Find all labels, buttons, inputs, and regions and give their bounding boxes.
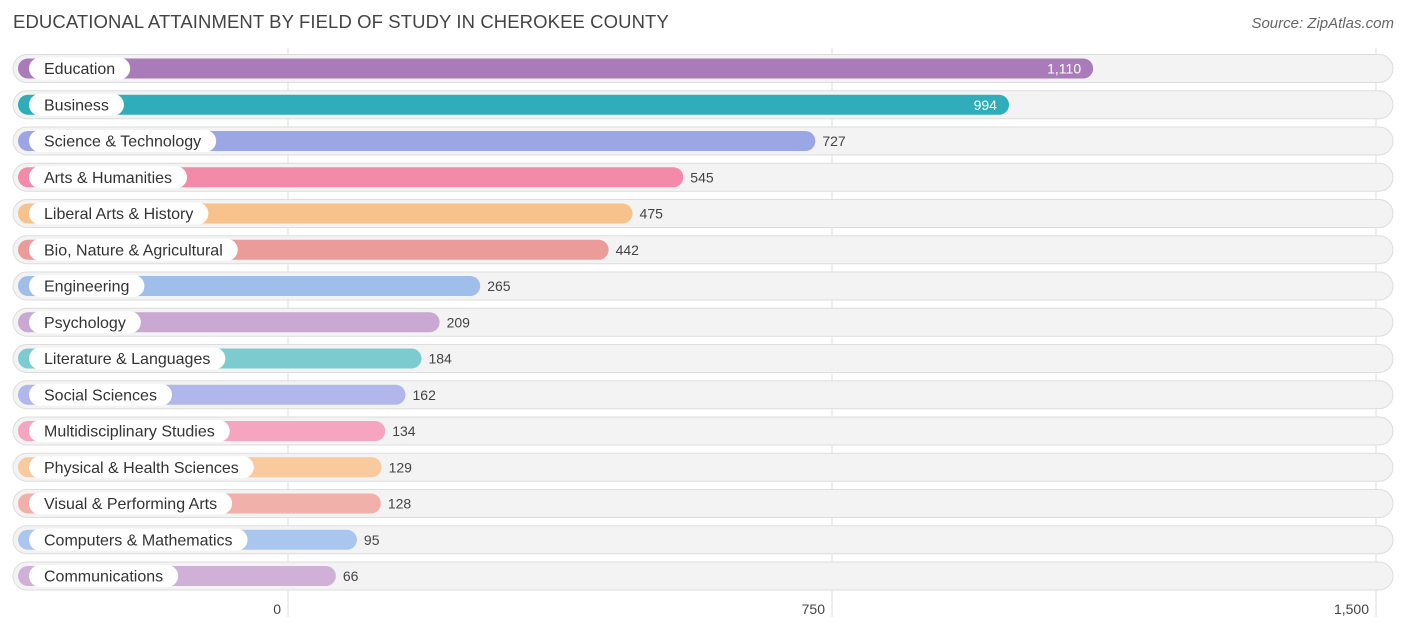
- x-tick-label: 750: [802, 601, 826, 617]
- value-label: 66: [343, 568, 359, 584]
- value-label: 545: [690, 169, 714, 185]
- value-label: 442: [616, 242, 640, 258]
- bar-track: [12, 561, 1394, 591]
- bar-row: Engineering 265: [12, 271, 1394, 301]
- category-label: Communications: [44, 569, 163, 586]
- bar: [18, 94, 1009, 115]
- category-label-pill: [29, 202, 209, 225]
- bar-row: Arts & Humanities 545: [12, 162, 1394, 192]
- bar-row: Physical & Health Sciences 129: [12, 452, 1394, 482]
- category-label: Literature & Languages: [44, 351, 210, 368]
- category-label: Visual & Performing Arts: [44, 496, 217, 513]
- value-label: 994: [974, 97, 998, 113]
- value-label: 727: [822, 133, 846, 149]
- bar-track: [12, 525, 1394, 555]
- bar: [18, 131, 816, 151]
- bar-row: Computers & Mathematics 95: [12, 525, 1394, 555]
- value-label: 1,110: [1047, 61, 1081, 77]
- category-label-pill: [29, 275, 145, 297]
- bar-row: Literature & Languages 184: [12, 344, 1394, 373]
- x-tick-label: 1,500: [1334, 601, 1369, 617]
- category-label: Bio, Nature & Agricultural: [44, 242, 223, 259]
- category-label-pill: [29, 383, 172, 406]
- bar-row: Business 994: [12, 90, 1394, 120]
- x-tick-label: 0: [273, 601, 281, 617]
- bar-row: Social Sciences 162: [12, 380, 1394, 410]
- category-label: Arts & Humanities: [44, 170, 172, 187]
- value-label: 184: [428, 351, 452, 367]
- category-label: Multidisciplinary Studies: [44, 424, 215, 441]
- value-label: 265: [487, 278, 511, 294]
- category-label: Social Sciences: [44, 387, 157, 404]
- category-label: Psychology: [44, 315, 126, 332]
- category-label-pill: [29, 93, 124, 116]
- value-label: 209: [447, 314, 471, 330]
- category-label-pill: [29, 57, 131, 80]
- category-label-pill: [29, 130, 217, 152]
- x-axis-ticks: 0 750 1,500: [273, 601, 1369, 617]
- category-label: Engineering: [44, 279, 129, 296]
- category-label-pill: [29, 420, 230, 442]
- value-label: 95: [364, 532, 380, 548]
- category-label-pill: [29, 456, 254, 479]
- bar-row: Communications 66: [12, 561, 1394, 591]
- category-label-pill: [29, 528, 248, 551]
- category-label: Science & Technology: [44, 134, 201, 151]
- category-label-pill: [29, 311, 141, 334]
- category-label: Computers & Mathematics: [44, 532, 233, 549]
- bar: [18, 58, 1094, 79]
- chart-title: EDUCATIONAL ATTAINMENT BY FIELD OF STUDY…: [13, 11, 669, 32]
- bar-row: Visual & Performing Arts 128: [12, 489, 1394, 518]
- bar-rows: Education 1,110 Business 994 Science & Techn…: [12, 54, 1394, 591]
- value-label: 128: [388, 496, 412, 512]
- category-label: Business: [44, 97, 109, 114]
- category-label-pill: [29, 347, 226, 370]
- category-label-pill: [29, 238, 238, 261]
- source-credit: Source: ZipAtlas.com: [1251, 15, 1394, 32]
- category-label: Education: [44, 61, 115, 78]
- category-label-pill: [29, 166, 188, 189]
- bar-row: Science & Technology 727: [12, 126, 1394, 156]
- bar-row: Psychology 209: [12, 307, 1394, 337]
- bar-row: Liberal Arts & History 475: [12, 199, 1394, 228]
- value-label: 475: [640, 206, 664, 222]
- value-label: 134: [392, 423, 416, 439]
- bar-row: Multidisciplinary Studies 134: [12, 416, 1394, 446]
- value-label: 162: [413, 387, 437, 403]
- category-label-pill: [29, 492, 233, 515]
- bar-row: Education 1,110: [12, 54, 1394, 83]
- bar-row: Bio, Nature & Agricultural 442: [12, 235, 1394, 265]
- category-label: Liberal Arts & History: [44, 206, 193, 223]
- category-label: Physical & Health Sciences: [44, 460, 239, 477]
- value-label: 129: [389, 459, 413, 475]
- category-label-pill: [29, 565, 179, 587]
